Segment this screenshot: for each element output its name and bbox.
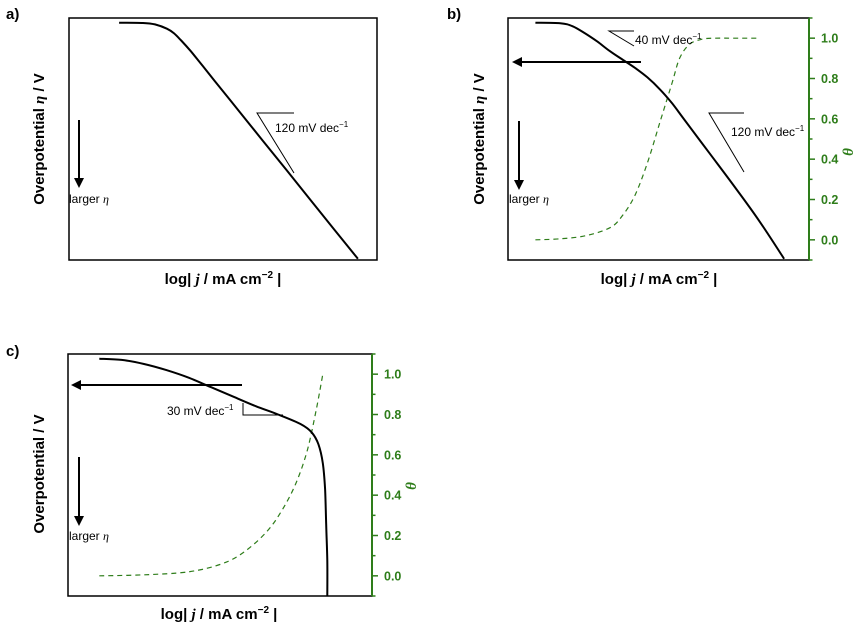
- panel-b-x-axis-title: log| j / mA cm−2 |: [601, 270, 718, 288]
- theta-tick-label: 0.2: [821, 193, 838, 207]
- panel-c: c) 0.0 0.2 0.4 0.6 0.8 1.0 30 mV dec−1 larger…: [6, 343, 420, 623]
- panel-b: b) 0.0 0.2 0.4 0.6 0.8 1.0 40 mV dec−1 120 mV…: [447, 6, 857, 288]
- panel-a-x-axis-title: log| j / mA cm−2 |: [165, 270, 282, 288]
- theta-tick-label: 0.8: [384, 408, 401, 422]
- theta-tick-label: 0.0: [384, 569, 401, 583]
- panel-c-x-axis-title: log| j / mA cm−2 |: [161, 605, 278, 623]
- panel-a-arrow-label: larger η: [69, 192, 109, 206]
- panel-b-y-axis-title: Overpotential η / V: [471, 73, 488, 205]
- theta-tick-label: 1.0: [384, 368, 401, 382]
- panel-b-slope-label-120: 120 mV dec−1: [731, 124, 805, 139]
- panel-c-letter: c): [6, 343, 19, 360]
- panel-c-theta-axis-title: θ: [404, 482, 420, 490]
- panel-a-y-axis-title: Overpotential η / V: [31, 73, 48, 205]
- panel-a-frame: [68, 17, 378, 261]
- panel-b-theta-axis-title: θ: [841, 148, 857, 156]
- panel-b-slope-triangle-40: [607, 30, 635, 47]
- panel-b-slope-label-40: 40 mV dec−1: [635, 32, 702, 47]
- panel-c-overpotential-curve: [99, 357, 329, 597]
- panel-a-letter: a): [6, 6, 19, 23]
- panel-c-right-ticks: 0.0 0.2 0.4 0.6 0.8 1.0: [372, 353, 401, 597]
- panel-a-slope-label: 120 mV dec−1: [275, 120, 349, 135]
- panel-c-slope-label-30: 30 mV dec−1: [167, 403, 234, 418]
- theta-tick-label: 0.4: [821, 153, 838, 167]
- panel-b-slope-triangle-120: [708, 112, 745, 173]
- theta-tick-label: 0.8: [821, 72, 838, 86]
- panel-c-slope-triangle-30: [242, 403, 283, 416]
- panel-a: a) 120 mV dec−1 larger η log| j / mA cm−…: [6, 6, 378, 288]
- theta-tick-label: 0.2: [384, 529, 401, 543]
- panel-b-arrow-label: larger η: [509, 192, 549, 206]
- panel-b-letter: b): [447, 6, 461, 23]
- theta-tick-label: 0.0: [821, 233, 838, 247]
- panel-b-frame: [507, 17, 810, 261]
- panel-b-right-ticks: 0.0 0.2 0.4 0.6 0.8 1.0: [809, 17, 838, 261]
- theta-tick-label: 0.6: [821, 112, 838, 126]
- panel-c-y-axis-title: Overpotential / V: [31, 414, 48, 533]
- panel-a-overpotential-curve: [119, 21, 359, 260]
- panel-b-theta-curve: [535, 37, 760, 241]
- theta-tick-label: 0.6: [384, 448, 401, 462]
- panel-c-arrow-label: larger η: [69, 529, 109, 543]
- panel-c-theta-curve: [99, 374, 324, 577]
- theta-tick-label: 1.0: [821, 32, 838, 46]
- theta-tick-label: 0.4: [384, 489, 401, 503]
- panel-b-overpotential-curve: [535, 21, 785, 260]
- panel-a-slope-triangle: [256, 112, 295, 174]
